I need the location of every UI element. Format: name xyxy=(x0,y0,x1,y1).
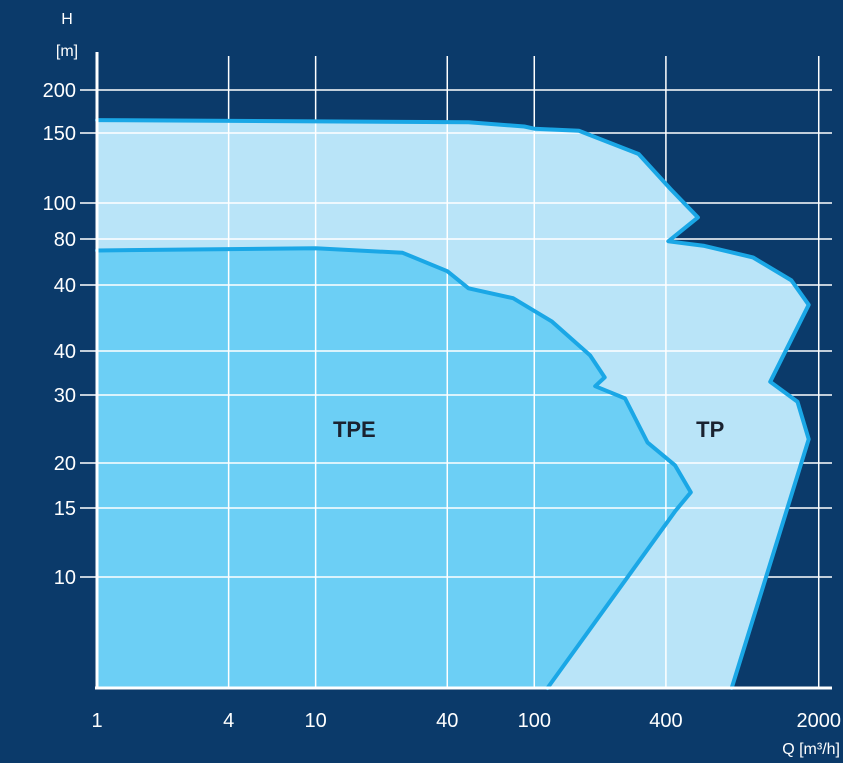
x-tick-10: 10 xyxy=(305,710,327,732)
x-tick-400: 400 xyxy=(649,710,682,732)
area-tpe xyxy=(97,248,691,688)
outline-tp xyxy=(95,118,811,690)
y-tick-20-3: 20 xyxy=(54,453,76,475)
y-tick-100-8: 100 xyxy=(43,193,76,215)
area-outlines xyxy=(95,118,811,690)
x-tick-4: 4 xyxy=(223,710,234,732)
region-label-tp: TP xyxy=(696,417,724,442)
y-tick-40-6: 40 xyxy=(54,275,76,297)
plot-areas xyxy=(97,120,809,689)
region-label-tpe: TPE xyxy=(333,417,376,442)
y-tick-15-2: 15 xyxy=(54,498,76,520)
y-axis-title-line2: [m] xyxy=(56,43,78,60)
y-tick-150-9: 150 xyxy=(43,123,76,145)
y-tick-10-1: 10 xyxy=(54,567,76,589)
outline-tpe xyxy=(95,246,693,690)
x-tick-2000: 2000 xyxy=(796,710,841,732)
axes xyxy=(95,52,832,690)
x-tick-40: 40 xyxy=(436,710,458,732)
y-tick-40-5: 40 xyxy=(54,341,76,363)
tick-labels: 1 4 10 40 100 400 2000 200 150 100 80 40 40 30 20 15 10 xyxy=(43,80,841,732)
y-tick-30-4: 30 xyxy=(54,385,76,407)
x-tick-1: 1 xyxy=(91,710,102,732)
y-tick-80-7: 80 xyxy=(54,229,76,251)
x-axis-title: Q [m³/h] xyxy=(782,741,840,758)
y-tick-200-10: 200 xyxy=(43,80,76,102)
y-axis-title-line1: H xyxy=(61,11,73,28)
region-labels: TP TPE xyxy=(333,417,724,442)
x-tick-100: 100 xyxy=(518,710,551,732)
grid-lines xyxy=(80,56,832,688)
